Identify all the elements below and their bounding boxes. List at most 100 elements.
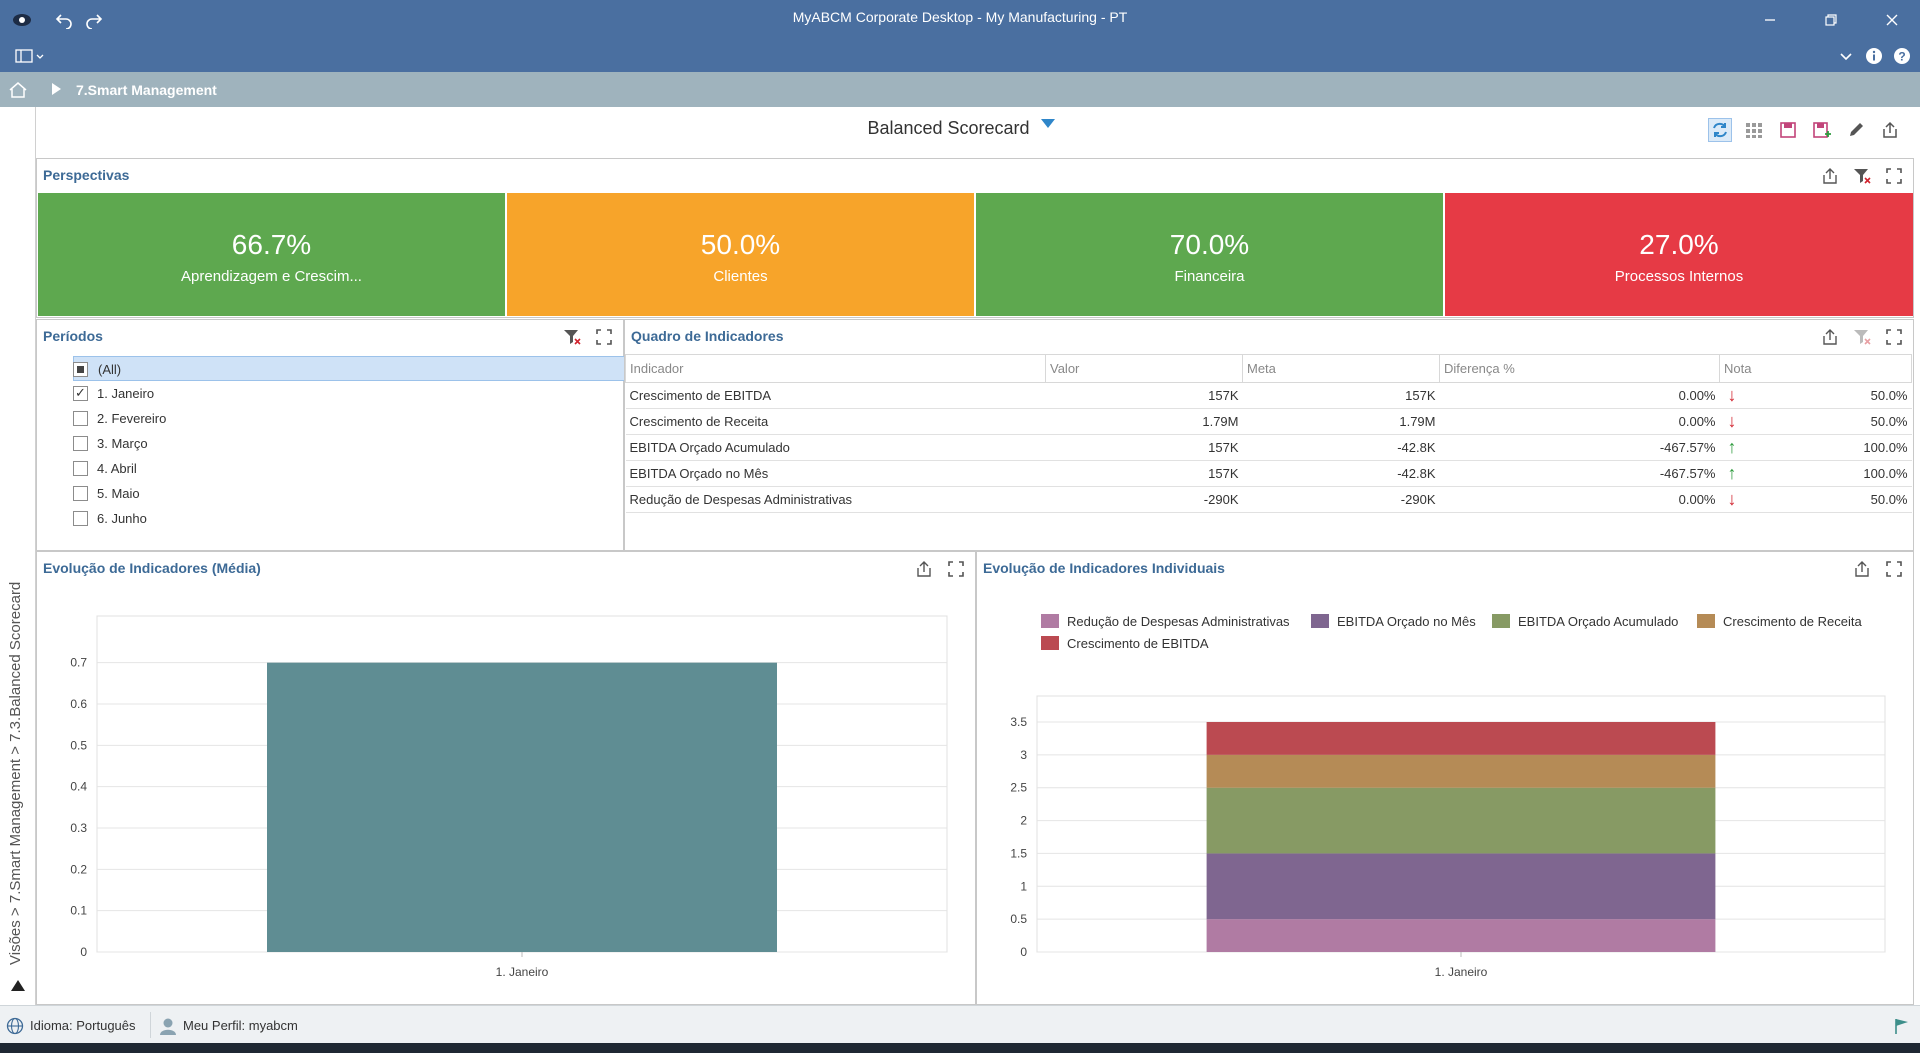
- taskbar: [0, 1043, 1920, 1053]
- export-icon[interactable]: [1878, 118, 1902, 142]
- perspective-card[interactable]: 66.7% Aprendizagem e Crescim...: [38, 193, 505, 316]
- close-icon[interactable]: [1872, 6, 1912, 34]
- status-divider: [150, 1012, 151, 1038]
- language-icon[interactable]: [6, 1017, 24, 1038]
- app-logo-icon[interactable]: [10, 8, 34, 32]
- filter-icon[interactable]: [1040, 119, 1055, 128]
- user-icon[interactable]: [158, 1016, 178, 1039]
- refresh-icon[interactable]: [1708, 118, 1732, 142]
- legend-label[interactable]: Crescimento de EBITDA: [1067, 636, 1209, 651]
- stacked-bar-segment[interactable]: [1206, 754, 1716, 788]
- individual-chart-tools: [1851, 558, 1905, 580]
- stacked-bar-segment[interactable]: [1206, 787, 1716, 854]
- column-header[interactable]: Valor: [1045, 354, 1243, 383]
- list-item-label: 6. Junho: [97, 511, 147, 526]
- list-item[interactable]: (All): [73, 356, 647, 381]
- checkbox[interactable]: [73, 362, 88, 377]
- checkbox[interactable]: [73, 486, 88, 501]
- table-row[interactable]: Redução de Despesas Administrativas -290K…: [625, 486, 1912, 513]
- legend-label[interactable]: EBITDA Orçado Acumulado: [1518, 614, 1678, 629]
- help-icon[interactable]: ?: [1890, 44, 1914, 68]
- save-as-icon[interactable]: [1810, 118, 1834, 142]
- table-cell: 157K: [1045, 382, 1243, 409]
- collapse-ribbon-icon[interactable]: [1834, 44, 1858, 68]
- breadcrumb-arrow-icon: [52, 83, 61, 95]
- checkbox[interactable]: [73, 511, 88, 526]
- table-row[interactable]: Crescimento de EBITDA 157K 157K 0.00% ↓ 50.0%: [625, 382, 1912, 409]
- individual-chart-panel: Evolução de Indicadores Individuais Redu…: [976, 551, 1914, 1005]
- maximize-icon[interactable]: [1883, 165, 1905, 187]
- dashboard-title-bar: Balanced Scorecard: [36, 118, 1886, 139]
- export-icon[interactable]: [1819, 165, 1841, 187]
- undo-icon[interactable]: [52, 8, 76, 32]
- periods-panel: Períodos (All) 1. Janeiro 2. Fevereiro 3…: [36, 319, 647, 551]
- maximize-icon[interactable]: [593, 326, 615, 348]
- column-header[interactable]: Meta: [1242, 354, 1440, 383]
- y-tick-label: 0.5: [70, 738, 87, 752]
- checkbox[interactable]: [73, 411, 88, 426]
- restore-icon[interactable]: [1811, 6, 1851, 34]
- list-item[interactable]: 4. Abril: [73, 456, 647, 481]
- stacked-bar-segment[interactable]: [1206, 919, 1716, 952]
- table-cell: 1.79M: [1242, 408, 1440, 435]
- table-row[interactable]: EBITDA Orçado Acumulado 157K -42.8K -467.57…: [625, 434, 1912, 461]
- table-row[interactable]: EBITDA Orçado no Mês 157K -42.8K -467.57% ↑ 1…: [625, 460, 1912, 487]
- nota-value: 50.0%: [1870, 414, 1908, 429]
- bar[interactable]: [267, 662, 777, 952]
- export-icon[interactable]: [1819, 326, 1841, 348]
- maximize-icon[interactable]: [1883, 558, 1905, 580]
- list-item[interactable]: 3. Março: [73, 431, 647, 456]
- table-row[interactable]: Crescimento de Receita 1.79M 1.79M 0.00% ↓ 50…: [625, 408, 1912, 435]
- info-icon[interactable]: [1862, 44, 1886, 68]
- list-item[interactable]: 2. Fevereiro: [73, 406, 647, 431]
- legend-label[interactable]: Redução de Despesas Administrativas: [1067, 614, 1290, 629]
- edit-icon[interactable]: [1844, 118, 1868, 142]
- language-label[interactable]: Idioma: Português: [30, 1018, 136, 1033]
- flag-icon[interactable]: [1894, 1017, 1910, 1038]
- list-item[interactable]: 5. Maio: [73, 481, 647, 506]
- profile-label[interactable]: Meu Perfil: myabcm: [183, 1018, 298, 1033]
- legend-label[interactable]: EBITDA Orçado no Mês: [1337, 614, 1476, 629]
- column-header[interactable]: Diferença %: [1439, 354, 1720, 383]
- list-item[interactable]: 6. Junho: [73, 506, 647, 531]
- column-header[interactable]: Nota: [1719, 354, 1912, 383]
- perspective-card[interactable]: 70.0% Financeira: [976, 193, 1443, 316]
- save-icon[interactable]: [1776, 118, 1800, 142]
- perspective-card[interactable]: 27.0% Processos Internos: [1445, 193, 1913, 316]
- checkbox[interactable]: [73, 461, 88, 476]
- clear-filter-icon[interactable]: [1851, 165, 1873, 187]
- arrow-up-icon: ↑: [1727, 463, 1737, 483]
- perspectives-tools: [1819, 165, 1905, 187]
- home-icon[interactable]: [6, 78, 30, 102]
- column-header[interactable]: Indicador: [625, 354, 1046, 383]
- y-tick-label: 0.4: [70, 780, 87, 794]
- redo-icon[interactable]: [82, 8, 106, 32]
- maximize-icon[interactable]: [1883, 326, 1905, 348]
- checkbox[interactable]: [73, 436, 88, 451]
- table-cell: -290K: [1242, 486, 1440, 513]
- table-cell: ↓ 50.0%: [1719, 486, 1912, 513]
- layout-toggle-icon[interactable]: [14, 44, 48, 68]
- stacked-bar-segment[interactable]: [1206, 722, 1716, 755]
- indicators-tools: [1819, 326, 1905, 348]
- breadcrumb[interactable]: 7.Smart Management: [76, 82, 217, 98]
- perspective-card[interactable]: 50.0% Clientes: [507, 193, 974, 316]
- stacked-bar-segment[interactable]: [1206, 853, 1716, 920]
- legend-label[interactable]: Crescimento de Receita: [1723, 614, 1862, 629]
- export-icon[interactable]: [1851, 558, 1873, 580]
- dashboard-toolbar: [1708, 118, 1902, 142]
- clear-filter-icon[interactable]: [1851, 326, 1873, 348]
- maximize-icon[interactable]: [945, 558, 967, 580]
- grid-icon[interactable]: [1742, 118, 1766, 142]
- expand-up-icon[interactable]: [11, 980, 25, 991]
- perspective-value: 70.0%: [1169, 229, 1250, 260]
- navigation-bar: 7.Smart Management: [0, 72, 1920, 107]
- checkbox[interactable]: [73, 385, 88, 401]
- minimize-icon[interactable]: [1750, 6, 1790, 34]
- clear-filter-icon[interactable]: [561, 326, 583, 348]
- export-icon[interactable]: [913, 558, 935, 580]
- window-title: MyABCM Corporate Desktop - My Manufactur…: [792, 9, 1128, 25]
- table-cell: Crescimento de Receita: [625, 408, 1046, 435]
- list-item[interactable]: 1. Janeiro: [73, 381, 647, 406]
- y-tick-label: 1.5: [1010, 846, 1027, 860]
